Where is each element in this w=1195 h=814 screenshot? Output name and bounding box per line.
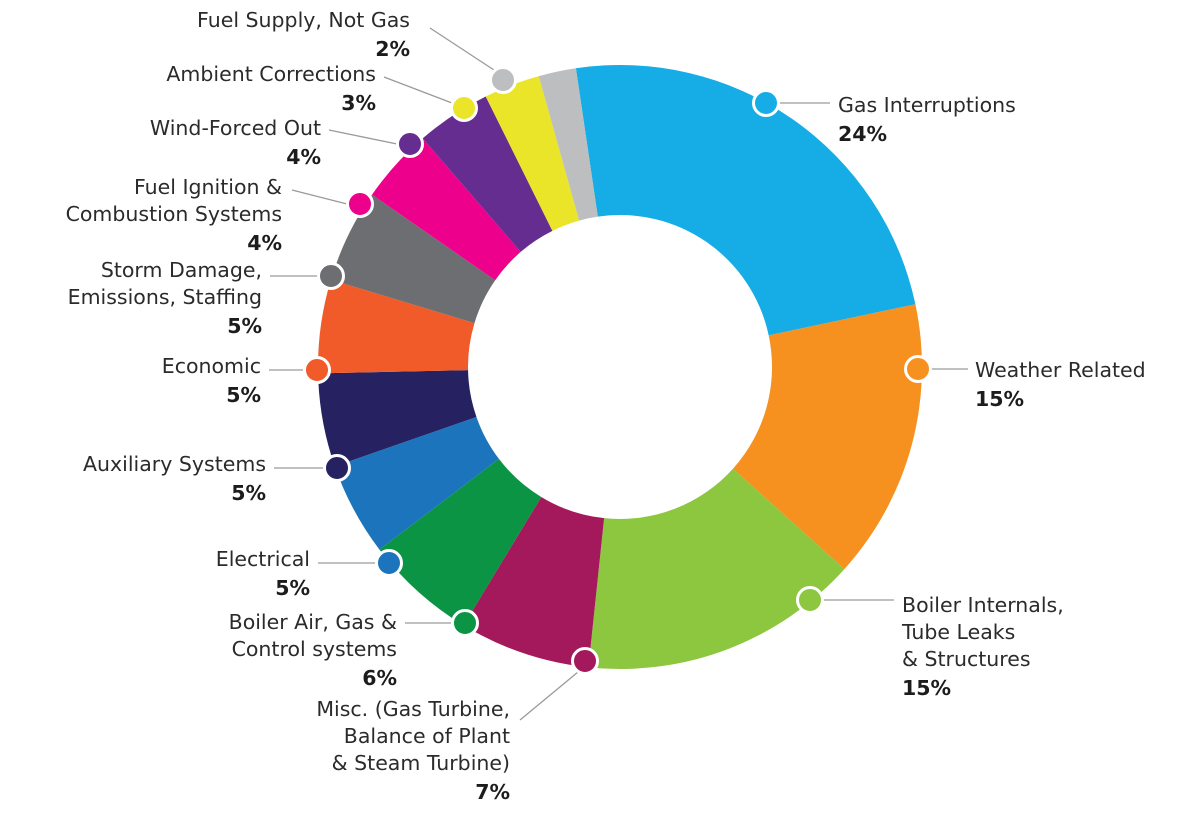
- slice-label-line: Wind-Forced Out: [150, 116, 321, 140]
- marker-dot-boiler-internals: [796, 586, 824, 614]
- slice-value-label: 7%: [475, 780, 510, 804]
- marker-dot-auxiliary-systems: [323, 454, 351, 482]
- slice-value-label: 15%: [975, 387, 1024, 411]
- slice-misc: [463, 497, 605, 668]
- slice-value-label: 5%: [226, 383, 261, 407]
- slice-label-economic: Economic 5%: [162, 354, 261, 407]
- slice-value-label: 3%: [341, 91, 376, 115]
- slice-label-ambient-corrections: Ambient Corrections 3%: [166, 62, 376, 115]
- slice-label-boiler-air-gas: Boiler Air, Gas & Control systems 6%: [229, 610, 397, 690]
- slice-label-line: Balance of Plant: [344, 724, 510, 748]
- slice-value-label: 5%: [231, 481, 266, 505]
- slice-weather-related: [732, 304, 922, 570]
- slice-label-electrical: Electrical 5%: [216, 547, 310, 600]
- slice-label-line: Boiler Air, Gas &: [229, 610, 397, 634]
- slice-gas-interruptions: [575, 65, 916, 336]
- slice-label-line: Auxiliary Systems: [83, 452, 266, 476]
- slice-storm-damage: [330, 194, 496, 324]
- slice-fuel-supply: [538, 68, 598, 221]
- slice-wind-forced-out: [422, 96, 553, 252]
- slice-label-line: Gas Interruptions: [838, 93, 1016, 117]
- marker-dot-storm-damage: [317, 262, 345, 290]
- marker-dot-wind-forced-out: [396, 130, 424, 158]
- slice-label-storm-damage: Storm Damage, Emissions, Staffing 5%: [68, 258, 262, 338]
- slice-value-label: 24%: [838, 122, 887, 146]
- marker-dot-electrical: [375, 549, 403, 577]
- marker-dot-fuel-supply: [489, 66, 517, 94]
- slice-label-fuel-supply: Fuel Supply, Not Gas 2%: [197, 8, 410, 61]
- slice-fuel-ignition: [372, 138, 521, 281]
- slice-label-line: Fuel Ignition &: [134, 175, 282, 199]
- marker-dot-weather-related: [904, 355, 932, 383]
- slice-label-boiler-internals: Boiler Internals, Tube Leaks & Structures 1…: [901, 593, 1064, 700]
- slice-label-line: Electrical: [216, 547, 310, 571]
- slice-ambient-corrections: [485, 76, 580, 231]
- slice-value-label: 15%: [902, 676, 951, 700]
- marker-dot-ambient-corrections: [450, 94, 478, 122]
- slice-label-line: Combustion Systems: [66, 202, 282, 226]
- slice-value-label: 6%: [362, 666, 397, 690]
- slice-boiler-internals: [588, 468, 845, 669]
- slice-label-line: Control systems: [232, 637, 397, 661]
- slice-value-label: 2%: [375, 37, 410, 61]
- leader-line-misc: [519, 671, 579, 721]
- slice-label-fuel-ignition: Fuel Ignition & Combustion Systems 4%: [66, 175, 282, 255]
- slice-value-label: 5%: [227, 314, 262, 338]
- slice-label-line: Fuel Supply, Not Gas: [197, 8, 410, 32]
- slice-boiler-air-gas: [379, 458, 542, 626]
- leader-line-fuel-ignition: [291, 189, 348, 205]
- slice-electrical: [334, 416, 499, 550]
- slice-label-line: Boiler Internals,: [902, 593, 1064, 617]
- leader-line-ambient-corrections: [383, 76, 453, 104]
- slice-label-line: Emissions, Staffing: [68, 285, 262, 309]
- marker-dot-boiler-air-gas: [451, 609, 479, 637]
- slice-label-weather-related: Weather Related 15%: [975, 358, 1146, 411]
- slice-label-line: & Structures: [902, 647, 1031, 671]
- slice-value-label: 4%: [247, 231, 282, 255]
- slice-value-label: 5%: [275, 576, 310, 600]
- leader-line-fuel-supply: [429, 27, 495, 71]
- marker-dot-misc: [571, 647, 599, 675]
- slice-label-misc: Misc. (Gas Turbine, Balance of Plant & Ste…: [316, 697, 510, 804]
- slice-label-line: Weather Related: [975, 358, 1146, 382]
- slice-label-wind-forced-out: Wind-Forced Out 4%: [150, 116, 321, 169]
- slice-label-line: & Steam Turbine): [332, 751, 510, 775]
- slice-label-line: Tube Leaks: [901, 620, 1015, 644]
- marker-dot-gas-interruptions: [752, 89, 780, 117]
- slice-label-line: Ambient Corrections: [166, 62, 376, 86]
- marker-dot-economic: [303, 356, 331, 384]
- leader-line-wind-forced-out: [328, 129, 398, 145]
- slice-label-line: Storm Damage,: [101, 258, 262, 282]
- marker-dot-fuel-ignition: [346, 190, 374, 218]
- slice-auxiliary-systems: [318, 370, 477, 467]
- slice-label-gas-interruptions: Gas Interruptions 24%: [838, 93, 1016, 146]
- slice-value-label: 4%: [286, 145, 321, 169]
- slice-label-line: Misc. (Gas Turbine,: [316, 697, 510, 721]
- slice-label-auxiliary-systems: Auxiliary Systems 5%: [83, 452, 266, 505]
- slice-label-line: Economic: [162, 354, 261, 378]
- slice-economic: [318, 279, 475, 374]
